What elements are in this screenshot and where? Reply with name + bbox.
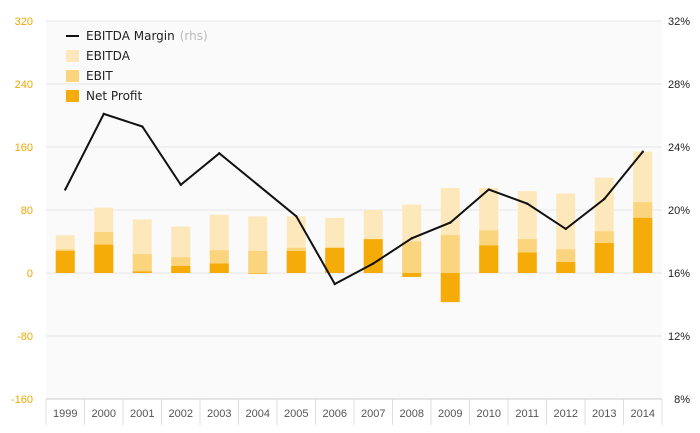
net-profit-bar (325, 247, 345, 273)
x-tick-label: 2007 (361, 408, 385, 420)
net-profit-bar (594, 243, 614, 273)
left-tick-label: 0 (27, 268, 33, 280)
ebitda-margin-point (179, 183, 182, 186)
ebitda-margin-point (410, 237, 413, 240)
net-profit-bar (402, 273, 422, 277)
right-tick-label: 28% (668, 79, 690, 91)
ebitda-margin-point (641, 150, 644, 153)
right-tick-label: 16% (668, 268, 690, 280)
x-tick-label: 2014 (631, 408, 655, 420)
ebitda-margin-point (333, 282, 336, 286)
ebitda-margin-point (256, 183, 259, 186)
ebitda-margin-point (564, 227, 567, 231)
left-tick-label: 320 (15, 16, 33, 28)
net-profit-bar (633, 217, 653, 273)
right-tick-label: 24% (668, 142, 690, 154)
margin-line-series (64, 112, 644, 286)
legend-swatch (66, 50, 79, 62)
left-tick-label: 160 (15, 142, 33, 154)
ebitda-margin-point (295, 215, 298, 218)
x-tick-label: 2005 (284, 408, 308, 420)
legend-swatch (66, 90, 79, 102)
ebit-bar (132, 254, 152, 273)
net-profit-bar (171, 265, 191, 273)
legend-label: EBITDA (86, 49, 131, 63)
legend-label-suffix: (rhs) (180, 29, 208, 43)
x-tick-label: 2013 (592, 408, 616, 420)
left-tick-label: 240 (15, 79, 33, 91)
x-tick-label: 2006 (323, 408, 347, 420)
net-profit-bar (55, 250, 75, 273)
right-tick-label: 32% (668, 16, 690, 28)
right-tick-label: 20% (668, 205, 690, 217)
legend: EBITDA Margin (rhs) EBITDA EBIT Net Profit (66, 29, 208, 103)
ebitda-margin-point (102, 112, 105, 116)
ebitda-margin-point (141, 125, 144, 128)
x-tick-label: 2003 (207, 408, 231, 420)
ebit-bar (440, 235, 460, 273)
x-tick-label: 1999 (53, 408, 77, 420)
x-tick-label: 2010 (477, 408, 501, 420)
ebit-bar (402, 241, 422, 273)
x-tick-label: 2001 (130, 408, 154, 420)
x-tick-label: 2011 (515, 408, 539, 420)
right-tick-label: 12% (668, 331, 690, 343)
net-profit-bar (517, 252, 537, 273)
net-profit-bar (479, 245, 499, 273)
net-profit-bar (286, 250, 306, 273)
x-tick-label: 2000 (92, 408, 116, 420)
ebitda-margin-line (64, 112, 644, 286)
legend-label: Net Profit (86, 89, 142, 103)
ebitda-margin-point (526, 202, 529, 205)
net-profit-bar (248, 273, 268, 274)
left-tick-label: 80 (21, 205, 33, 217)
x-tick-label: 2009 (438, 408, 462, 420)
net-profit-bar (363, 239, 383, 273)
ebit-bar (248, 250, 268, 273)
x-tick-label: 2002 (169, 408, 193, 420)
ebitda-margin-point (449, 221, 452, 224)
ebitda-margin-point (487, 188, 490, 191)
x-tick-label: 2004 (246, 408, 270, 420)
net-profit-bar (209, 263, 229, 273)
bar-series (55, 151, 653, 303)
left-tick-label: -160 (11, 394, 33, 406)
net-profit-bar (132, 271, 152, 273)
legend-swatch (66, 70, 79, 82)
net-profit-bar (94, 244, 114, 273)
x-tick-label: 2008 (400, 408, 424, 420)
x-tick-label: 2012 (554, 408, 578, 420)
left-tick-label: -80 (17, 331, 33, 343)
ebitda-margin-point (64, 188, 67, 191)
legend-label: EBITDA Margin (86, 29, 175, 43)
net-profit-bar (556, 261, 576, 273)
legend-label: EBIT (86, 69, 113, 83)
net-profit-bar (440, 273, 460, 303)
axes: -160 8% -80 12% 0 16% 80 20% 160 24% 240 28% 320 32% 1… (11, 16, 690, 425)
ebitda-margin-point (218, 152, 221, 155)
ebitda-margin-point (603, 197, 606, 201)
ebitda-margin-point (372, 262, 375, 265)
right-tick-label: 8% (674, 394, 690, 406)
